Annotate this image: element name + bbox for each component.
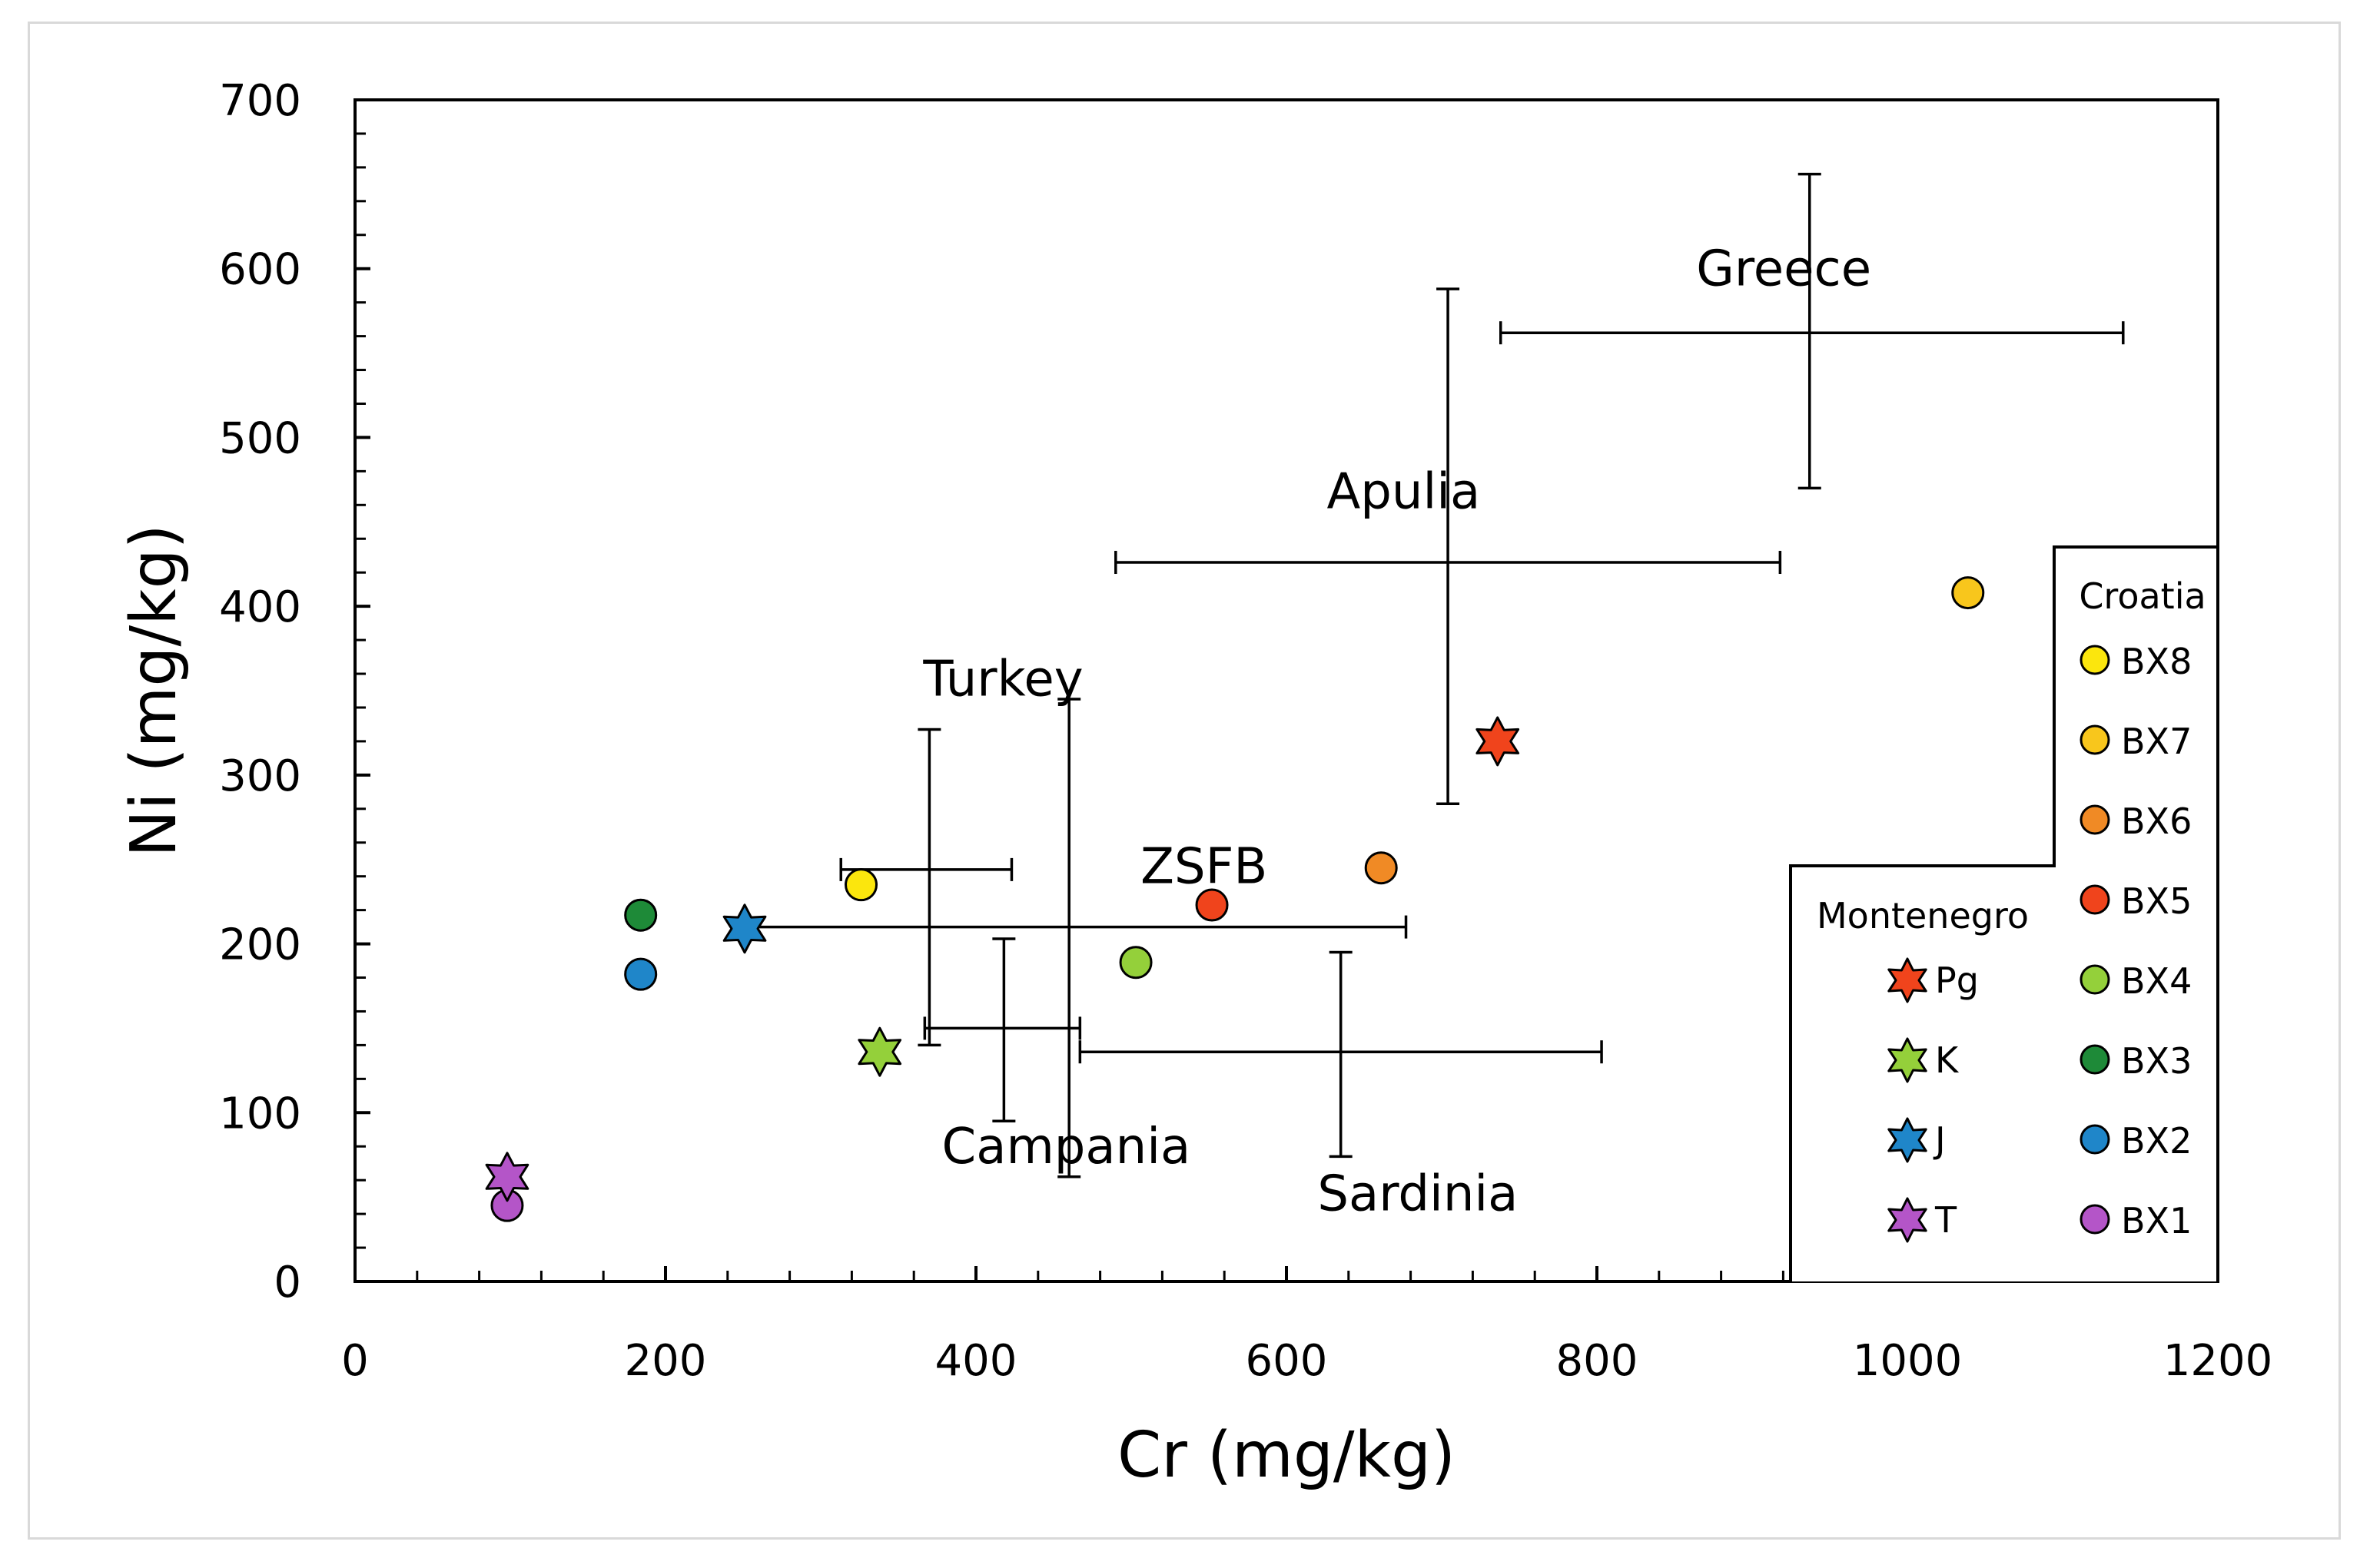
x-tick-label: 0 [341, 1336, 369, 1386]
range-label-sardinia: Sardinia [1317, 1166, 1518, 1223]
legend-marker-bx2 [2080, 1124, 2110, 1155]
y-tick-label: 400 [219, 582, 301, 632]
legend-box [1789, 545, 2219, 1281]
legend-marker-t [1887, 1197, 1927, 1243]
x-tick-label: 400 [935, 1336, 1017, 1386]
legend-marker-bx4 [2080, 964, 2110, 995]
range-bars [742, 172, 2125, 1178]
y-tick-label: 0 [274, 1258, 301, 1308]
range-sardinia [1078, 950, 1603, 1159]
legend-marker-k [1887, 1037, 1927, 1083]
point-bx4 [1119, 946, 1153, 980]
legend-label-bx5: BX5 [2121, 880, 2192, 922]
x-tick-label: 600 [1246, 1336, 1328, 1386]
legend-label-bx1: BX1 [2121, 1200, 2192, 1241]
range-greece [1499, 172, 2125, 490]
legend-label-pg: Pg [1935, 960, 1979, 1001]
point-pg [1475, 716, 1520, 767]
axes: 0 200 400 600 800 1000 1200 0 100 200 300 400 500 600… [219, 76, 2272, 1386]
y-tick-label: 600 [219, 245, 301, 295]
legend-label-bx7: BX7 [2121, 721, 2192, 762]
x-tick-label: 1200 [2163, 1336, 2273, 1386]
legend-marker-j [1887, 1117, 1927, 1163]
legend-marker-bx6 [2080, 804, 2110, 835]
range-label-apulia: Apulia [1327, 464, 1481, 521]
y-tick-label: 500 [219, 413, 301, 463]
legend-marker-bx5 [2080, 884, 2110, 915]
point-bx6 [1364, 851, 1398, 885]
legend-marker-bx8 [2080, 645, 2110, 675]
legend-label-t: T [1934, 1199, 1957, 1241]
legend-label-bx4: BX4 [2121, 960, 2192, 1002]
x-axis-label: Cr (mg/kg) [1117, 1419, 1456, 1492]
point-k [858, 1026, 902, 1077]
range-label-campania: Campania [942, 1119, 1191, 1175]
legend-label-k: K [1935, 1039, 1960, 1081]
legend-label-bx6: BX6 [2121, 801, 2192, 842]
range-turkey [839, 728, 1014, 1047]
range-apulia [1114, 287, 1782, 805]
legend-marker-bx7 [2080, 724, 2110, 755]
range-label-zsfb: ZSFB [1140, 838, 1267, 895]
x-tick-label: 800 [1556, 1336, 1638, 1386]
range-label-greece: Greece [1696, 241, 1871, 298]
range-label-turkey: Turkey [922, 651, 1083, 708]
figure-frame [28, 22, 2341, 1540]
legend-marker-bx3 [2080, 1044, 2110, 1075]
legend-label-bx8: BX8 [2121, 641, 2192, 682]
y-tick-label: 200 [219, 920, 301, 970]
y-axis-label: Ni (mg/kg) [118, 524, 191, 857]
legend-label-bx3: BX3 [2121, 1040, 2192, 1082]
y-tick-label: 100 [219, 1089, 301, 1139]
range-labels: Greece Apulia Turkey ZSFB Campania Sardinia [922, 241, 1871, 1223]
legend-marker-bx1 [2080, 1204, 2110, 1235]
x-tick-label: 1000 [1853, 1336, 1963, 1386]
legend-title-montenegro: Montenegro [1817, 895, 2029, 936]
range-zsfb [742, 698, 1408, 1178]
x-tick-label: 200 [625, 1336, 707, 1386]
point-bx5 [1195, 888, 1229, 922]
legend-title-croatia: Croatia [2079, 575, 2206, 617]
point-bx8 [845, 868, 878, 902]
range-campania [923, 937, 1082, 1123]
legend-marker-pg [1887, 957, 1927, 1003]
legend-label-bx2: BX2 [2121, 1120, 2192, 1162]
point-bx7 [1951, 576, 1985, 610]
point-bx3 [624, 898, 658, 932]
point-j [722, 903, 767, 954]
y-tick-label: 700 [219, 76, 301, 126]
legend-label-j: J [1933, 1119, 1946, 1161]
y-tick-label: 300 [219, 751, 301, 801]
point-bx2 [624, 957, 658, 991]
point-t [485, 1152, 529, 1202]
legend: Croatia BX8 BX7 BX6 BX5 BX4 BX3 BX2 BX1 Montenegr… [1789, 545, 2219, 1281]
data-points [485, 576, 1985, 1222]
